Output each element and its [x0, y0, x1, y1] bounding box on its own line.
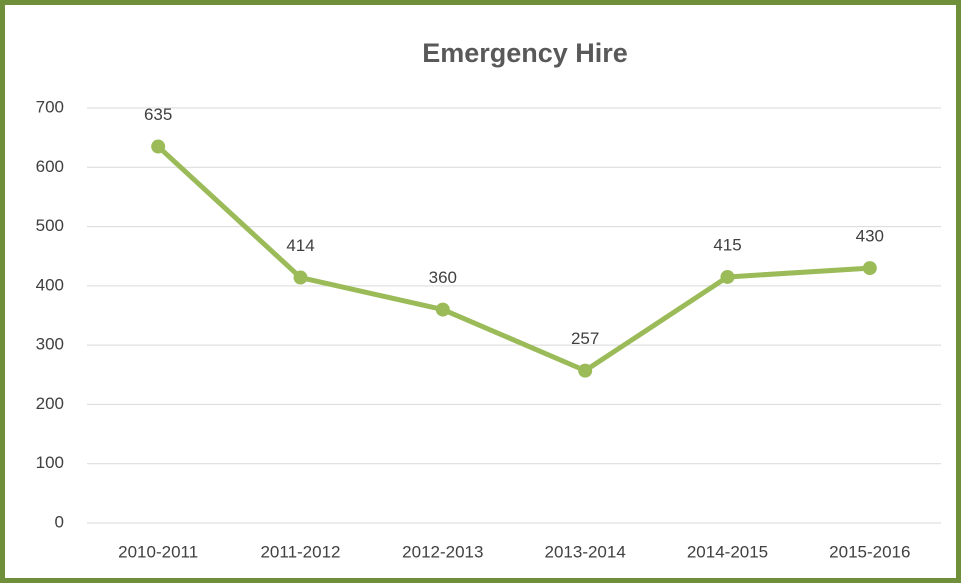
y-tick-label: 300	[36, 335, 64, 354]
y-tick-label: 700	[36, 97, 64, 116]
x-tick-label: 2010-2011	[118, 542, 198, 561]
y-tick-label: 600	[36, 157, 64, 176]
x-tick-label: 2015-2016	[829, 542, 910, 561]
x-tick-label: 2011-2012	[260, 542, 340, 561]
x-tick-label: 2013-2014	[545, 542, 626, 561]
data-label: 635	[144, 105, 172, 124]
y-tick-label: 400	[36, 275, 64, 294]
marker	[862, 261, 877, 276]
x-tick-label: 2012-2013	[402, 542, 483, 561]
marker	[435, 302, 450, 317]
y-tick-label: 100	[36, 453, 64, 472]
line	[156, 144, 870, 374]
x-tick-label: 2014-2015	[687, 542, 768, 561]
y-tick-label: 500	[36, 216, 64, 235]
y-tick-label: 200	[36, 394, 64, 413]
data-label: 257	[571, 329, 599, 348]
y-tick-label: 0	[55, 512, 64, 531]
data-label: 414	[286, 236, 314, 255]
marker	[293, 270, 308, 285]
marker	[151, 139, 166, 154]
marker	[720, 269, 735, 284]
data-label: 430	[856, 227, 884, 246]
data-label: 415	[713, 235, 741, 254]
chart-title: Emergency Hire	[422, 38, 628, 68]
marker	[578, 363, 593, 378]
data-label: 360	[429, 268, 457, 287]
